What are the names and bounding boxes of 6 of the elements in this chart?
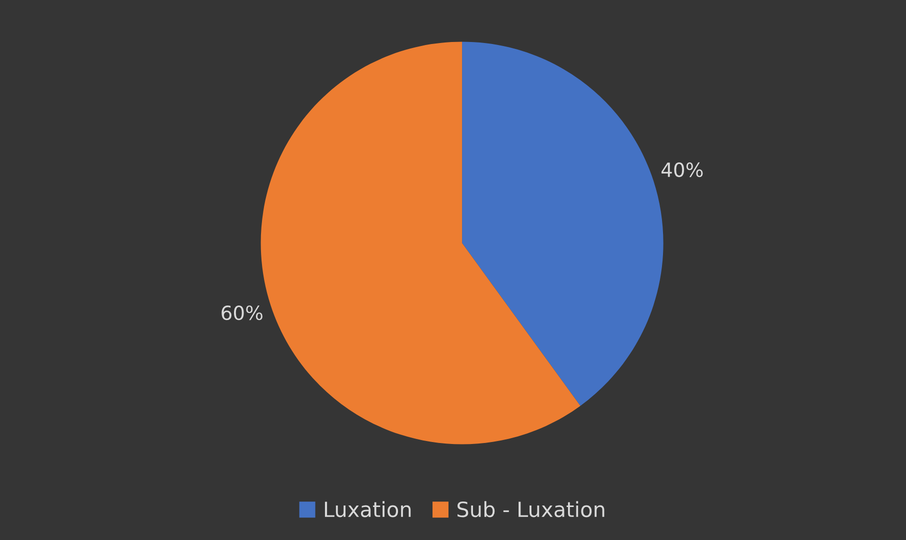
data-label: 40% xyxy=(662,162,703,178)
data-label: 60% xyxy=(222,305,262,320)
legend-label: Sub - Luxation xyxy=(458,501,604,518)
legend-label: Luxation xyxy=(324,501,411,518)
pie-slice xyxy=(260,42,580,444)
pie-slice xyxy=(462,42,664,406)
